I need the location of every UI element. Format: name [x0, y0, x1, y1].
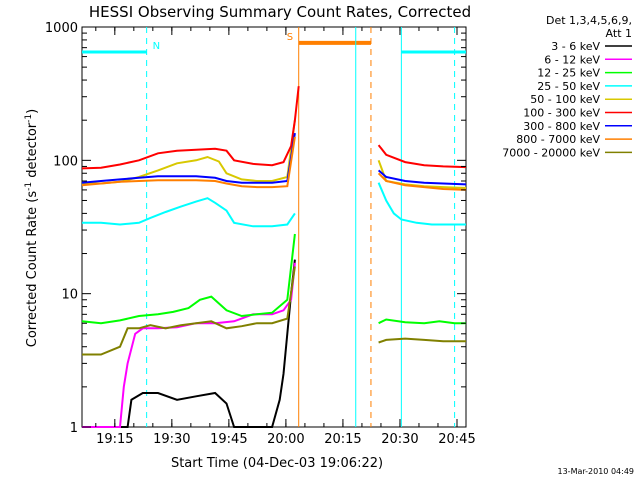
- footer-timestamp: 13-Mar-2010 04:49: [558, 467, 635, 476]
- x-tick-label: 20:15: [324, 432, 361, 447]
- plot-frame: [81, 26, 467, 428]
- legend-label: 6 - 12 keV: [544, 53, 600, 66]
- y-tick-label: 100: [53, 154, 78, 169]
- series-line: [81, 233, 466, 325]
- flag-label: S: [287, 32, 293, 43]
- legend-label: 12 - 25 keV: [537, 67, 600, 80]
- series-lines: [81, 86, 467, 428]
- event-markers: [146, 27, 456, 427]
- instrument-flags: NS: [82, 32, 466, 54]
- series-line: [81, 86, 467, 170]
- flag-label: N: [153, 41, 160, 52]
- y-tick-label: 1000: [45, 21, 78, 36]
- legend-label: 100 - 300 keV: [523, 107, 600, 120]
- legend-header-attenuator: Att 1: [606, 27, 632, 40]
- x-tick-label: 20:30: [381, 432, 418, 447]
- legend-label: 3 - 6 keV: [551, 40, 600, 53]
- legend-header-detectors: Det 1,3,4,5,6,9,: [546, 14, 632, 27]
- legend-label: 25 - 50 keV: [537, 80, 600, 93]
- series-line: [82, 259, 296, 428]
- series-line: [81, 132, 467, 186]
- y-tick-label: 1: [70, 421, 78, 436]
- x-axis-label: Start Time (04-Dec-03 19:06:22): [171, 456, 383, 471]
- legend-label: 50 - 100 keV: [530, 93, 600, 106]
- legend-label: 800 - 7000 keV: [516, 133, 600, 146]
- x-tick-label: 19:30: [153, 432, 190, 447]
- series-line: [81, 136, 467, 191]
- plot-area: NS 19:15 19:30 19:45 20:00 20:15 20:30 20:45 1…: [45, 21, 476, 447]
- x-tick-label: 20:45: [438, 432, 475, 447]
- x-axis: 19:15 19:30 19:45 20:00 20:15 20:30 20:45: [95, 27, 476, 447]
- y-tick-label: 10: [61, 288, 78, 303]
- series-line: [82, 266, 466, 356]
- legend-label: 300 - 800 keV: [523, 120, 600, 133]
- series-line: [82, 262, 296, 428]
- x-tick-label: 19:15: [96, 432, 133, 447]
- x-tick-label: 19:45: [210, 432, 247, 447]
- y-axis: 1 10 100 1000: [45, 21, 466, 436]
- x-tick-label: 20:00: [267, 432, 304, 447]
- chart-title: HESSI Observing Summary Count Rates, Cor…: [89, 3, 471, 21]
- series-line: [82, 182, 466, 228]
- legend-label: 7000 - 20000 keV: [502, 146, 600, 159]
- y-axis-label: Corrected Count Rate (s-1 detector-1): [24, 109, 40, 347]
